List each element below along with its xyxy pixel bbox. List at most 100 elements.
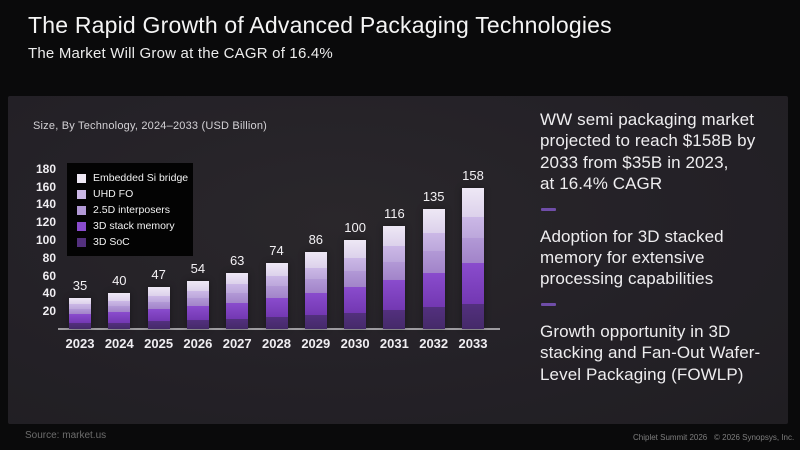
insight-text-1: WW semi packaging market projected to re… (540, 110, 756, 194)
legend-swatch-embedded-si-bridge (77, 173, 86, 183)
value-label-2031: 116 (384, 205, 405, 221)
segment-3d-stack-memory-2032 (422, 272, 445, 308)
segment-3d-soc-2027 (226, 318, 249, 330)
segment-embedded-si-bridge-2028 (265, 263, 288, 277)
y-axis-tick-80: 80 (42, 250, 56, 265)
value-label-2033: 158 (462, 168, 484, 184)
value-label-2029: 86 (308, 232, 324, 248)
segment-embedded-si-bridge-2031 (383, 225, 406, 247)
y-axis-tick-60: 60 (42, 268, 56, 283)
bar-2025 (147, 287, 170, 329)
segment-3d-soc-2033 (462, 303, 484, 330)
value-label-2026: 54 (190, 260, 206, 276)
y-axis-tick-160: 160 (35, 179, 56, 194)
legend-swatch-3d-stack-memory (77, 221, 86, 231)
y-axis-tick-40: 40 (42, 286, 56, 301)
divider-dash-2 (541, 302, 556, 306)
segment-3d-soc-2026 (186, 320, 209, 329)
bar-2033 (462, 188, 484, 330)
segment-2-5d-interposers-2028 (265, 286, 288, 299)
segment-embedded-si-bridge-2023 (69, 297, 91, 305)
segment-3d-soc-2023 (69, 323, 91, 330)
page-subtitle: The Market Will Grow at the CAGR of 16.4… (28, 45, 333, 62)
segment-3d-soc-2025 (147, 321, 170, 329)
legend-item-embedded-si-bridge: Embedded Si bridge (77, 172, 188, 184)
segment-3d-stack-memory-2033 (462, 262, 484, 304)
value-label-2024: 40 (112, 273, 127, 289)
segment-2-5d-interposers-2024 (108, 305, 131, 313)
segment-uhd-fo-2032 (422, 232, 445, 251)
segment-2-5d-interposers-2032 (422, 250, 445, 273)
value-label-2023: 35 (72, 277, 88, 293)
segment-2-5d-interposers-2029 (304, 279, 327, 294)
legend-label: 3D SoC (93, 236, 130, 248)
insight-text-3: Growth opportunity in 3D stacking and Fa… (540, 321, 761, 384)
legend-swatch-2-5d-interposers (77, 205, 86, 215)
segment-3d-soc-2028 (265, 317, 288, 330)
content-panel: Size, By Technology, 2024–2033 (USD Bill… (8, 96, 788, 424)
segment-uhd-fo-2024 (108, 300, 131, 306)
value-label-2025: 47 (151, 267, 166, 283)
segment-3d-soc-2029 (304, 315, 327, 330)
segment-embedded-si-bridge-2032 (422, 208, 445, 233)
x-axis-label-2025: 2025 (144, 336, 174, 351)
insights-column: WW semi packaging market projected to re… (540, 109, 772, 385)
x-axis-label-2024: 2024 (104, 336, 134, 351)
y-axis-tick-180: 180 (35, 161, 56, 176)
segment-2-5d-interposers-2030 (344, 271, 367, 288)
x-axis-label-2023: 2023 (65, 336, 95, 351)
y-axis-tick-140: 140 (35, 197, 56, 212)
segment-uhd-fo-2026 (186, 290, 209, 298)
segment-2-5d-interposers-2026 (186, 297, 209, 307)
segment-embedded-si-bridge-2027 (226, 272, 249, 285)
segment-embedded-si-bridge-2025 (147, 287, 170, 296)
segment-3d-stack-memory-2024 (108, 312, 131, 323)
segment-3d-soc-2032 (422, 307, 445, 329)
bar-2031 (383, 225, 406, 329)
legend-label: 2.5D interposers (93, 204, 171, 216)
segment-3d-stack-memory-2027 (226, 302, 249, 319)
segment-2-5d-interposers-2027 (226, 292, 249, 303)
value-label-2028: 74 (269, 243, 284, 259)
segment-3d-stack-memory-2025 (147, 309, 170, 322)
bar-2029 (304, 252, 327, 330)
y-axis-tick-120: 120 (35, 215, 56, 230)
segment-2-5d-interposers-2033 (462, 237, 484, 263)
segment-2-5d-interposers-2025 (147, 301, 170, 310)
bar-2023 (69, 297, 91, 330)
segment-3d-stack-memory-2030 (344, 287, 367, 313)
segment-3d-stack-memory-2028 (265, 298, 288, 318)
y-axis-tick-100: 100 (35, 233, 56, 247)
segment-3d-soc-2024 (108, 322, 131, 330)
x-axis-label-2032: 2032 (419, 336, 449, 351)
legend-swatch-3d-soc (77, 237, 86, 247)
x-axis-label-2030: 2030 (340, 336, 370, 351)
segment-3d-stack-memory-2023 (69, 314, 91, 324)
page-title: The Rapid Growth of Advanced Packaging T… (28, 12, 612, 38)
segment-uhd-fo-2028 (265, 276, 288, 287)
bar-2026 (186, 280, 209, 329)
x-axis-label-2029: 2029 (301, 336, 331, 351)
bar-2030 (344, 240, 367, 329)
segment-uhd-fo-2025 (147, 295, 170, 302)
bar-2028 (265, 263, 288, 330)
segment-embedded-si-bridge-2033 (462, 188, 484, 217)
value-label-2032: 135 (422, 188, 445, 204)
legend-item-3d-stack-memory: 3D stack memory (77, 220, 183, 232)
divider-dash-1 (541, 207, 556, 211)
segment-3d-soc-2030 (344, 312, 367, 329)
segment-2-5d-interposers-2023 (69, 308, 91, 315)
legend-item-uhd-fo: UHD FO (77, 188, 183, 200)
segment-embedded-si-bridge-2024 (108, 293, 131, 301)
event-note: Chiplet Summit 2026 (633, 433, 708, 442)
insight-text-2: Adoption for 3D stacked memory for exten… (540, 226, 724, 289)
segment-uhd-fo-2029 (304, 267, 327, 280)
x-axis-label-2026: 2026 (183, 336, 213, 351)
bar-2032 (422, 208, 445, 329)
bar-2027 (226, 272, 249, 330)
x-axis-label-2033: 2033 (458, 336, 488, 351)
segment-embedded-si-bridge-2030 (344, 240, 367, 258)
segment-uhd-fo-2023 (69, 304, 91, 309)
x-axis-label-2028: 2028 (262, 336, 291, 351)
